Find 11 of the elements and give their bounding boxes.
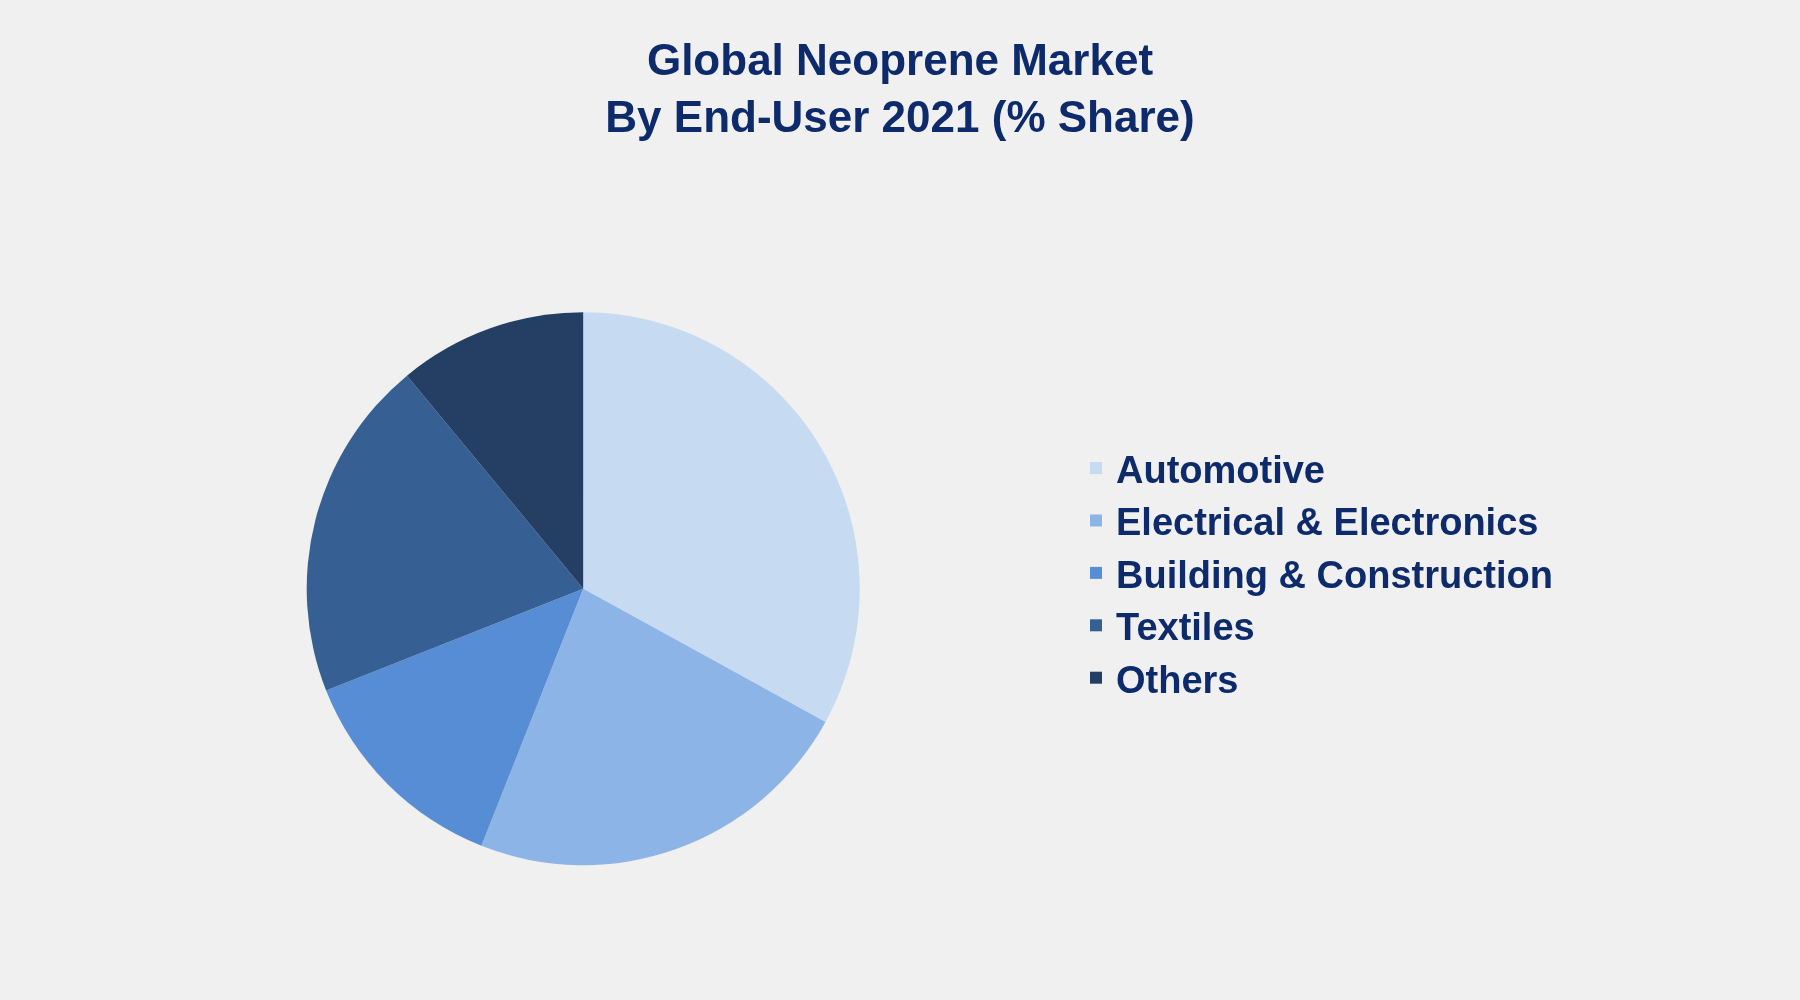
pie-slice — [326, 588, 584, 846]
pie-slice — [406, 312, 584, 589]
legend-label: Automotive — [1116, 448, 1325, 491]
legend-label: Electrical & Electronics — [1116, 501, 1539, 544]
pie-slice — [481, 588, 826, 866]
legend-label: Building & Construction — [1116, 553, 1553, 596]
legend-label: Others — [1116, 658, 1239, 701]
legend-label: Textiles — [1116, 606, 1255, 649]
pie-slice — [306, 375, 584, 691]
pie-slice — [583, 312, 860, 722]
chart-title: Global Neoprene Market By End-User 2021 (% Share) — [605, 35, 1195, 142]
